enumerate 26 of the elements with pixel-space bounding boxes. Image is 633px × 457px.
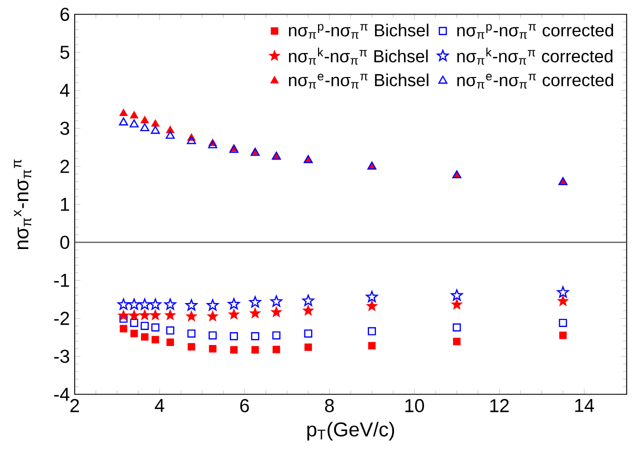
legend-label: nσ$_{π}$$^{p}$-nσ$_{π}$$^{π}$ corrected (457, 24, 614, 39)
legend-label: nσ$_{π}$$^{p}$-nσ$_{π}$$^{π}$ Bichsel (289, 24, 428, 39)
x-tick-label: 8 (325, 399, 334, 412)
y-tick-label: 4 (60, 84, 70, 97)
legend-label: nσ$_{π}$$^{k}$-nσ$_{π}$$^{π}$ corrected (457, 48, 612, 65)
y-tick-label: 5 (60, 46, 70, 59)
x-tick-label: 4 (154, 399, 164, 412)
y-tick-label: -4 (54, 388, 70, 401)
legend-label: nσ$_{π}$$^{e}$-nσ$_{π}$$^{π}$ corrected (457, 74, 614, 89)
y-tick-label: -3 (54, 350, 70, 363)
y-tick-label: 0 (60, 236, 70, 249)
y-tick-label: -2 (54, 312, 70, 325)
y-tick-label: 1 (61, 198, 70, 211)
x-tick-label: 14 (575, 399, 594, 412)
y-tick-label: 2 (60, 160, 70, 173)
x-tick-label: 10 (405, 399, 424, 412)
y-axis-title: nσ$_{π}$$^{x}$-nσ$_{π}$π (14, 160, 32, 250)
legend-label: nσ$_{π}$$^{k}$-nσ$_{π}$$^{π}$ Bichsel (289, 48, 428, 65)
x-tick-label: 6 (240, 399, 249, 412)
x-tick-label: 12 (490, 399, 509, 412)
y-tick-label: 3 (60, 122, 70, 135)
x-axis-title: p$_{T}$(GeV/c) (307, 422, 394, 440)
y-tick-label: -1 (54, 274, 70, 287)
y-tick-label: 6 (60, 8, 70, 21)
legend-label: nσ$_{π}$$^{e}$-nσ$_{π}$$^{π}$ Bichsel (289, 74, 428, 89)
x-tick-label: 2 (70, 399, 79, 412)
